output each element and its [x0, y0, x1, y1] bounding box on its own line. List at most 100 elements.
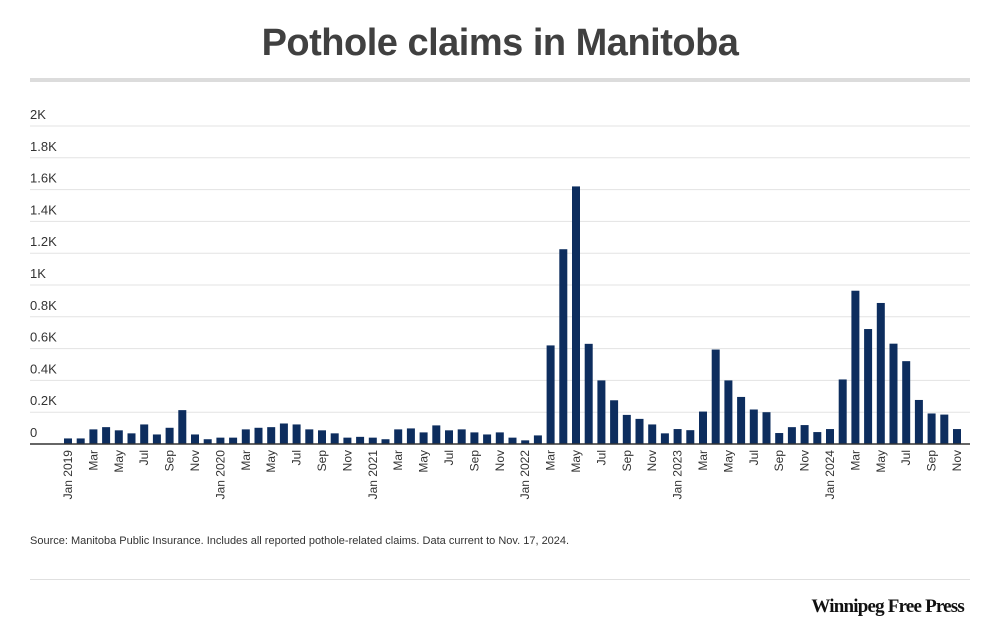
- bar: [114, 430, 123, 444]
- bar: [559, 249, 568, 444]
- x-tick-label: Nov: [645, 450, 659, 471]
- bar: [89, 429, 98, 444]
- bar: [495, 432, 504, 444]
- bar: [622, 414, 631, 444]
- bar: [864, 329, 873, 444]
- x-tick-label: Nov: [188, 450, 202, 471]
- y-tick-label: 1.2K: [30, 234, 57, 249]
- bar: [381, 439, 390, 444]
- x-tick-label: Jan 2024: [823, 450, 837, 500]
- x-tick-label: May: [112, 450, 126, 473]
- bar: [711, 349, 720, 444]
- x-tick-label: Jul: [290, 450, 304, 465]
- y-tick-label: 1.8K: [30, 139, 57, 154]
- bar: [394, 429, 403, 444]
- bar: [127, 433, 136, 444]
- bar: [102, 427, 111, 444]
- y-tick-label: 0.6K: [30, 330, 57, 345]
- x-tick-label: Sep: [925, 450, 939, 472]
- publisher-logo: Winnipeg Free Press: [811, 596, 964, 617]
- bar: [432, 425, 441, 444]
- x-tick-label: Jan 2023: [671, 450, 685, 500]
- bar: [838, 379, 847, 444]
- bar: [165, 427, 174, 444]
- bar: [686, 430, 695, 444]
- bar: [635, 418, 644, 444]
- x-tick-label: Jan 2021: [366, 450, 380, 500]
- bar: [521, 440, 530, 444]
- bar: [787, 427, 796, 444]
- bar: [216, 437, 225, 444]
- bar: [902, 361, 911, 444]
- y-tick-label: 0.8K: [30, 298, 57, 313]
- bar: [648, 424, 657, 444]
- bar: [368, 437, 377, 444]
- bar: [343, 437, 352, 444]
- y-tick-label: 1.4K: [30, 202, 57, 217]
- bar: [191, 434, 199, 444]
- y-tick-label: 0.2K: [30, 393, 57, 408]
- bar: [305, 429, 314, 444]
- chart-title: Pothole claims in Manitoba: [261, 22, 739, 64]
- bar: [876, 302, 885, 444]
- bar: [76, 438, 85, 444]
- bar: [64, 438, 72, 444]
- x-tick-label: May: [264, 450, 278, 473]
- bar: [546, 345, 555, 444]
- y-tick-label: 1K: [30, 266, 46, 281]
- x-tick-label: May: [721, 450, 735, 473]
- bar: [241, 429, 250, 444]
- bar: [229, 437, 238, 444]
- bar: [940, 414, 949, 444]
- x-tick-label: Jan 2019: [61, 450, 75, 500]
- x-tick-label: Mar: [239, 450, 253, 471]
- y-tick-label: 1.6K: [30, 171, 57, 186]
- x-tick-label: May: [417, 450, 431, 473]
- x-tick-label: Mar: [391, 450, 405, 471]
- y-tick-label: 2K: [30, 107, 46, 122]
- x-tick-label: May: [874, 450, 888, 473]
- bar: [292, 424, 301, 444]
- x-tick-label: Nov: [950, 450, 964, 471]
- x-tick-label: Jul: [442, 450, 456, 465]
- x-tick-label: Jul: [899, 450, 913, 465]
- x-tick-label: Mar: [544, 450, 558, 471]
- y-tick-label: 0: [30, 425, 37, 440]
- x-tick-label: Mar: [86, 450, 100, 471]
- bar: [775, 433, 784, 444]
- bar: [813, 432, 822, 444]
- bar: [203, 439, 212, 444]
- x-tick-label: Jan 2022: [518, 450, 532, 500]
- title-divider: [30, 78, 970, 82]
- bar: [724, 380, 733, 444]
- y-tick-label: 0.4K: [30, 361, 57, 376]
- bar: [457, 429, 466, 444]
- bar: [254, 427, 263, 444]
- bar: [749, 409, 758, 444]
- bar: [152, 434, 161, 444]
- x-tick-label: Nov: [340, 450, 354, 471]
- bar: [699, 411, 707, 444]
- bar: [140, 424, 149, 444]
- bar: [356, 436, 365, 444]
- x-tick-label: Jul: [594, 450, 608, 465]
- bar: [762, 412, 771, 444]
- bar: [318, 430, 326, 444]
- bar: [597, 380, 606, 444]
- x-tick-label: Sep: [772, 450, 786, 472]
- bar: [737, 396, 746, 444]
- bar: [660, 433, 669, 444]
- bar: [584, 343, 593, 444]
- x-tick-label: Sep: [163, 450, 177, 472]
- bar: [445, 430, 453, 444]
- bar: [673, 429, 682, 444]
- x-tick-label: Sep: [467, 450, 481, 472]
- bar: [800, 425, 809, 444]
- x-tick-label: May: [569, 450, 583, 473]
- x-tick-label: Jul: [137, 450, 151, 465]
- x-tick-label: Mar: [848, 450, 862, 471]
- footer-divider: [30, 579, 970, 580]
- bar: [533, 435, 542, 444]
- bar: [470, 432, 479, 444]
